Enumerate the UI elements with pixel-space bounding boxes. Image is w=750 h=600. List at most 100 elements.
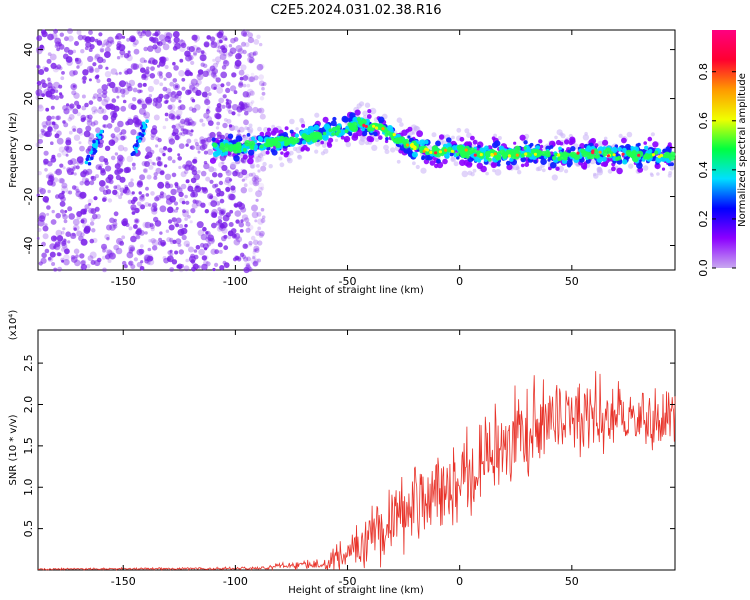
noise-dot (217, 188, 221, 192)
noise-dot (146, 66, 150, 71)
noise-dot (136, 201, 142, 207)
noise-dot (188, 246, 194, 253)
signal-dot (419, 149, 424, 154)
snr-y-ticks: 0.5 1.0 1.5 2.0 2.5 (22, 354, 675, 537)
signal-dot (295, 127, 299, 131)
noise-dot (47, 126, 53, 133)
signal-dot (233, 155, 240, 162)
noise-dot (82, 75, 87, 81)
noise-dot (63, 122, 69, 128)
noise-dot (138, 107, 146, 115)
noise-dot (165, 198, 173, 205)
noise-dot (108, 139, 116, 146)
noise-dot (88, 202, 92, 206)
spectrogram-x-ticks: -150 -100 -50 0 50 (111, 30, 579, 288)
noise-dot (172, 239, 177, 244)
noise-dot (194, 142, 199, 146)
signal-dot (371, 144, 378, 151)
snr-y-tick-label: 2.5 (22, 354, 35, 372)
noise-dot (167, 206, 174, 214)
noise-dot (195, 245, 201, 250)
noise-dot (130, 199, 136, 205)
noise-dot (127, 118, 134, 126)
noise-dot (234, 59, 242, 67)
noise-dot (91, 228, 96, 233)
noise-dot (121, 220, 128, 227)
signal-dot (602, 161, 609, 167)
noise-dot (180, 131, 186, 137)
noise-dot (71, 232, 76, 237)
signal-dot (602, 139, 609, 146)
noise-dot (47, 77, 51, 82)
noise-dot (120, 105, 127, 112)
noise-dot (252, 179, 260, 187)
signal-dot (643, 154, 649, 160)
signal-dot (371, 127, 375, 132)
noise-dot (84, 204, 90, 210)
noise-dot (58, 177, 65, 184)
noise-dot (104, 46, 111, 53)
noise-dot (220, 45, 226, 51)
noise-dot (84, 46, 89, 51)
signal-dot (436, 158, 441, 164)
noise-dot (219, 265, 225, 271)
noise-dot (157, 41, 163, 47)
noise-dot (132, 166, 136, 171)
noise-dot (250, 100, 255, 104)
noise-dot (44, 168, 48, 172)
noise-dot (50, 62, 57, 69)
signal-dot (271, 149, 278, 156)
noise-dot (53, 267, 58, 272)
signal-dot (321, 143, 327, 149)
colorbar-gradient (712, 30, 736, 268)
noise-dot (38, 104, 43, 109)
noise-dot (120, 129, 127, 135)
noise-dot (257, 218, 264, 225)
signal-peak-dot (659, 153, 664, 158)
noise-dot (197, 69, 204, 75)
signal-dot (244, 126, 249, 130)
noise-dot (46, 58, 52, 64)
noise-dot (251, 204, 258, 212)
noise-dot (97, 107, 105, 114)
noise-dot (141, 194, 145, 198)
noise-dot (236, 65, 240, 69)
noise-dot (196, 73, 204, 81)
noise-dot (67, 240, 71, 244)
noise-dot (61, 212, 66, 217)
noise-dot (228, 109, 233, 115)
spectrogram-xlabel: Height of straight line (km) (288, 285, 424, 296)
signal-dot (361, 127, 365, 132)
signal-streak-dot (141, 121, 146, 126)
noise-dot (183, 169, 189, 175)
noise-dot (164, 183, 171, 189)
noise-dot (51, 121, 56, 125)
noise-dot (183, 240, 190, 247)
snr-panel: -150 -100 -50 0 50 0.5 1.0 1.5 2.0 2.5 Height of… (8, 310, 676, 596)
noise-dot (59, 178, 65, 184)
snr-xlabel: Height of straight line (km) (288, 585, 424, 596)
noise-dot (85, 125, 92, 132)
noise-dot (91, 106, 98, 113)
signal-dot (558, 146, 562, 151)
noise-dot (248, 76, 254, 83)
noise-dot (102, 189, 109, 195)
noise-dot (189, 220, 193, 224)
signal-dot (626, 131, 633, 138)
noise-dot (227, 183, 232, 187)
noise-dot (249, 90, 255, 96)
noise-dot (141, 103, 147, 109)
signal-dot (407, 126, 413, 132)
noise-dot (130, 129, 137, 136)
noise-dot (81, 259, 87, 265)
noise-dot (152, 162, 157, 166)
noise-dot (67, 49, 74, 55)
signal-dot (431, 146, 436, 150)
noise-dot (42, 196, 49, 203)
colorbar: 0.0 0.2 0.4 0.6 0.8 Normalized spectral ampl… (697, 30, 748, 277)
noise-dot (72, 84, 76, 88)
noise-dot (119, 168, 124, 173)
noise-dot (104, 71, 112, 78)
signal-dot (227, 133, 234, 139)
signal-peak-dot (473, 153, 477, 157)
